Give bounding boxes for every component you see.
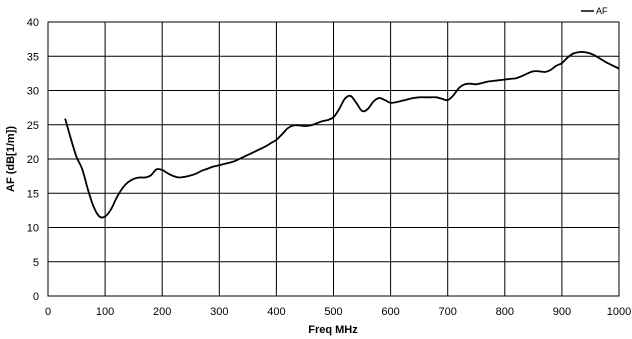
series-line-af (64, 51, 620, 219)
x-tick-label: 400 (267, 306, 285, 318)
y-axis-tick-labels: 0 5 10 15 20 25 30 35 40 (27, 17, 39, 303)
legend-label-af: AF (596, 6, 608, 16)
x-tick-label: 0 (45, 306, 51, 318)
x-axis-tick-labels: 0 100 200 300 400 500 600 700 800 900 1000 (45, 306, 631, 318)
y-tick-label: 20 (27, 154, 39, 166)
plot-area-frame (47, 21, 620, 297)
x-tick-label: 1000 (607, 306, 631, 318)
x-tick-label: 900 (553, 306, 571, 318)
y-axis-title: AF (dB[1/m]) (5, 126, 17, 192)
x-tick-label: 100 (96, 306, 114, 318)
x-tick-label: 700 (439, 306, 457, 318)
y-tick-label: 40 (27, 17, 39, 29)
y-tick-label: 0 (33, 291, 39, 303)
x-tick-label: 800 (496, 306, 514, 318)
y-tick-label: 5 (33, 257, 39, 269)
legend: AF (581, 6, 608, 16)
y-tick-label: 35 (27, 51, 39, 63)
x-tick-label: 200 (153, 306, 171, 318)
x-tick-label: 600 (381, 306, 399, 318)
x-tick-label: 300 (210, 306, 228, 318)
x-tick-label: 500 (324, 306, 342, 318)
x-axis-title: Freq MHz (308, 324, 358, 336)
y-tick-label: 15 (27, 188, 39, 200)
y-tick-label: 10 (27, 223, 39, 235)
y-tick-label: 25 (27, 120, 39, 132)
y-tick-label: 30 (27, 86, 39, 98)
